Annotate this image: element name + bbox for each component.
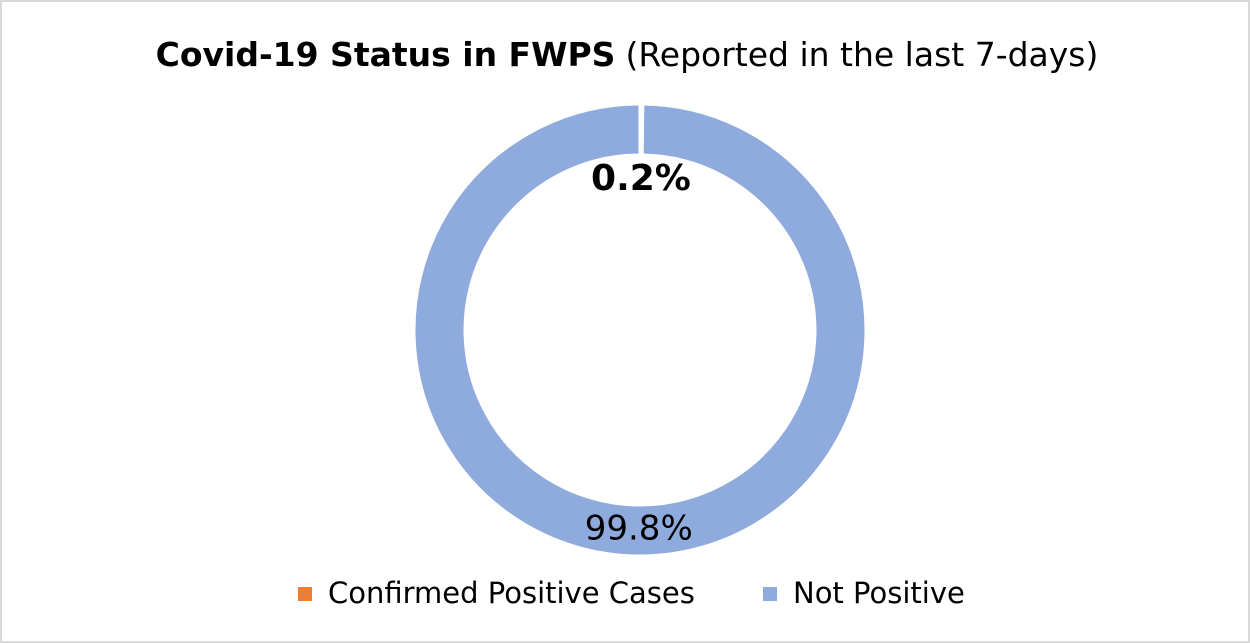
donut-slice [412,102,868,558]
data-label: 0.2% [591,158,691,199]
legend-swatch [763,587,777,601]
legend-swatch [298,587,312,601]
chart-heading: Covid-19 Status in FWPS (Reported in the … [156,35,1099,74]
legend-label: Not Positive [793,576,965,610]
data-label: 99.8% [585,508,693,548]
chart-title: Covid-19 Status in FWPS [156,35,616,74]
chart-subtitle: (Reported in the last 7-days) [625,35,1098,74]
legend-label: Confirmed Positive Cases [328,576,695,610]
